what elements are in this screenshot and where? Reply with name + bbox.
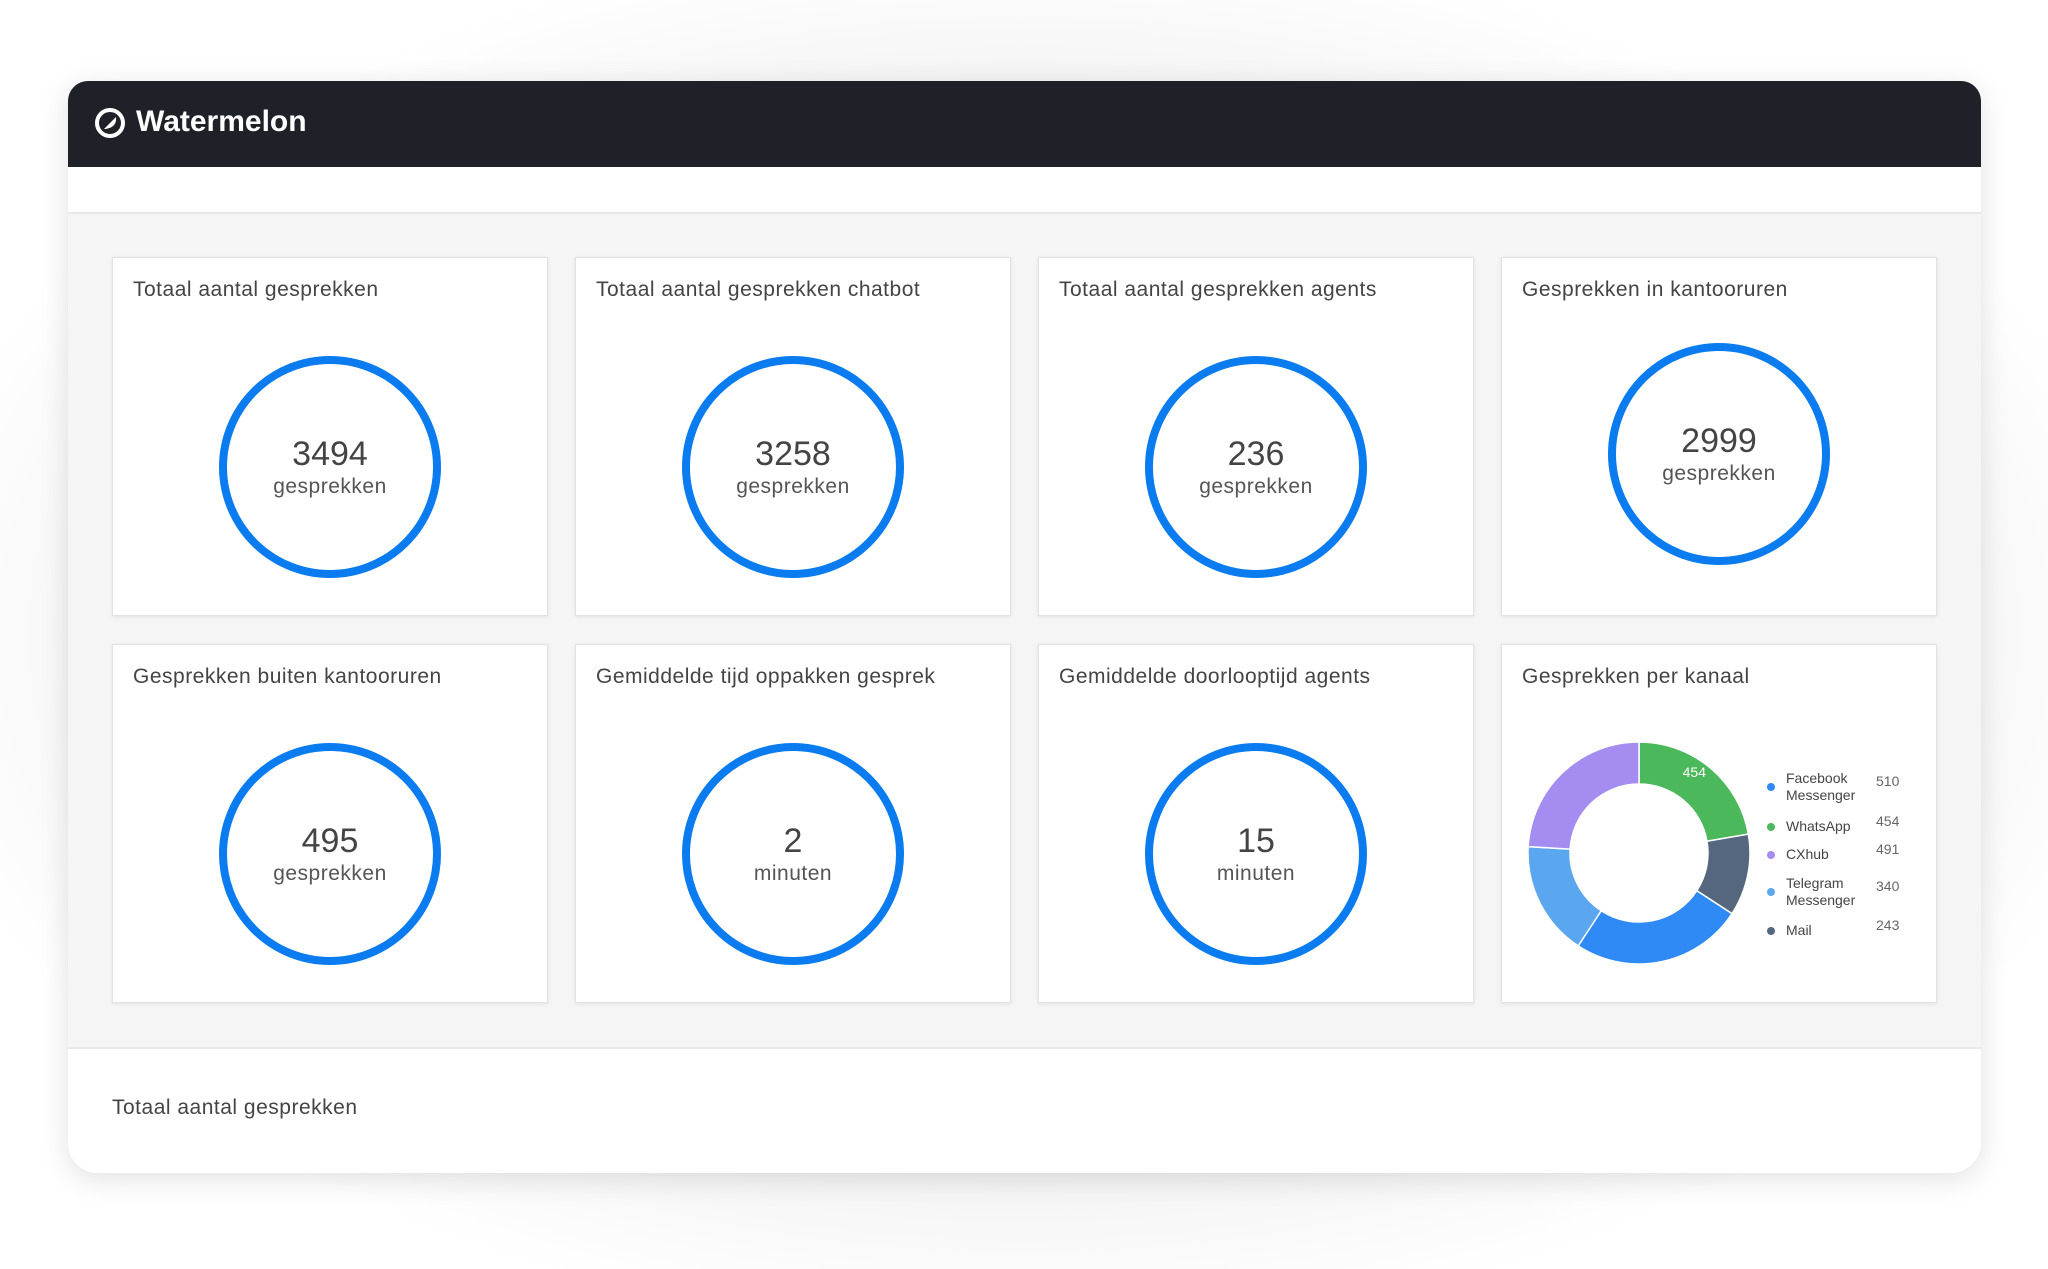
stat-value: 2999 (1681, 422, 1757, 460)
ring (1608, 343, 1830, 565)
card-title: Gemiddelde tijd oppakken gesprek (596, 665, 936, 688)
legend-label: Mail (1786, 922, 1812, 938)
card-title: Totaal aantal gesprekken chatbot (596, 278, 921, 301)
card-title: Gesprekken per kanaal (1522, 665, 1750, 688)
stat-unit: gesprekken (273, 475, 387, 498)
ring (1145, 356, 1367, 578)
card-title: Gesprekken buiten kantooruren (133, 665, 442, 688)
card-title: Gesprekken in kantooruren (1522, 278, 1788, 301)
stat-unit: gesprekken (736, 475, 850, 498)
stat-card: Totaal aantal gesprekken 3494 gesprekken (112, 257, 548, 616)
legend-label: Facebook Messenger (1786, 770, 1856, 803)
donut-segment (1527, 741, 1640, 850)
legend-dot (1767, 888, 1775, 896)
donut-segment (1638, 741, 1750, 843)
legend-value: 510 (1876, 773, 1900, 789)
ring (219, 356, 441, 578)
legend-label: CXhub (1786, 846, 1829, 862)
stat-card: Gesprekken in kantooruren 2999 gesprekken (1501, 257, 1937, 616)
stat-card: Gemiddelde doorlooptijd agents 15 minuten (1038, 644, 1474, 1003)
stat-value: 3258 (755, 435, 831, 473)
stat-unit: minuten (1217, 862, 1295, 885)
stat-value: 2 (784, 822, 803, 860)
donut-chart: 454 (1527, 741, 1751, 965)
legend-value: 454 (1876, 813, 1900, 829)
card-title: Totaal aantal gesprekken (133, 278, 379, 301)
ring (682, 743, 904, 965)
donut-segment (1577, 889, 1734, 965)
legend-value: 340 (1876, 878, 1900, 894)
stat-unit: gesprekken (1199, 475, 1313, 498)
stat-card: Gesprekken buiten kantooruren 495 gesprekk… (112, 644, 548, 1003)
chart-card: Gesprekken per kanaal 454 Facebook Messeng… (1501, 644, 1937, 1003)
legend-dot (1767, 783, 1775, 791)
stat-unit: gesprekken (273, 862, 387, 885)
stat-unit: gesprekken (1662, 462, 1776, 485)
stat-value: 495 (302, 822, 359, 860)
stat-value: 3494 (292, 435, 368, 473)
stat-card: Gemiddelde tijd oppakken gesprek 2 minuten (575, 644, 1011, 1003)
segment-label: 454 (1683, 764, 1707, 780)
stat-value: 15 (1237, 822, 1275, 860)
legend-dot (1767, 823, 1775, 831)
stat-card: Totaal aantal gesprekken chatbot 3258 gesp… (575, 257, 1011, 616)
ring (682, 356, 904, 578)
stat-value: 236 (1228, 435, 1285, 473)
stat-unit: minuten (754, 862, 832, 885)
app-window: Watermelon Totaal aantal gesprekken Tota… (68, 81, 1981, 1173)
stat-card: Totaal aantal gesprekken agents 236 gespre… (1038, 257, 1474, 616)
legend-dot (1767, 927, 1775, 935)
legend-value: 243 (1876, 917, 1900, 933)
logo (95, 108, 125, 138)
ring (1145, 743, 1367, 965)
legend-value: 491 (1876, 841, 1900, 857)
header: Watermelon (68, 81, 1981, 167)
card-title: Gemiddelde doorlooptijd agents (1059, 665, 1371, 688)
card-title: Totaal aantal gesprekken agents (1059, 278, 1377, 301)
brand: Watermelon (136, 105, 307, 138)
ring (219, 743, 441, 965)
section-title: Totaal aantal gesprekken (112, 1096, 358, 1119)
legend-label: WhatsApp (1786, 818, 1851, 834)
legend-dot (1767, 851, 1775, 859)
legend-label: Telegram Messenger (1786, 875, 1856, 908)
